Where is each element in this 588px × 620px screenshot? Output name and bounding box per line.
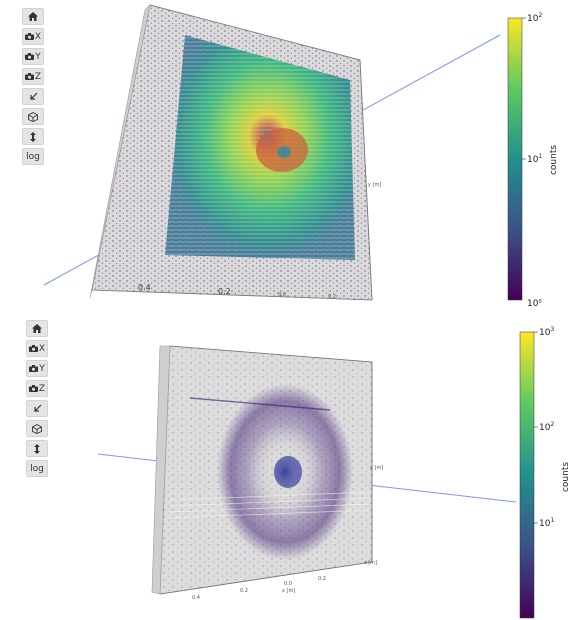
camera-icon xyxy=(24,73,34,80)
camera-y-button[interactable]: Y xyxy=(26,360,48,377)
camera-icon xyxy=(29,365,39,372)
bottom-3d-plot-panel: 0.4 0.2 0.0 0.2 x [m] y [m] z [m] 103 10… xyxy=(0,312,588,620)
colorbar-tick-low: 101 xyxy=(539,517,554,529)
colorbar-tick-max: 103 xyxy=(539,326,554,338)
camera-y-label: Y xyxy=(39,363,45,374)
cube-icon xyxy=(32,423,42,434)
camera-z-button[interactable]: Z xyxy=(22,68,44,85)
camera-icon xyxy=(28,385,38,392)
x-tick-label: 0.2 xyxy=(328,294,336,300)
x-tick-label: 0.2 xyxy=(240,588,248,594)
vertical-arrows-icon xyxy=(30,131,36,142)
colorbar-tick-min: 100 xyxy=(527,299,542,309)
colorbar-tick-mid: 102 xyxy=(539,421,554,433)
vertical-scale-button[interactable] xyxy=(22,128,44,145)
camera-x-label: X xyxy=(38,343,46,354)
ring-center xyxy=(274,456,302,488)
x-tick-label: 0.0 xyxy=(278,292,286,298)
colorbar-label: counts xyxy=(549,145,559,175)
arrow-down-left-icon xyxy=(29,92,37,100)
x-axis-label: x [m] xyxy=(282,588,295,594)
plot-toolbar: X Y Z log xyxy=(22,8,44,165)
home-icon xyxy=(32,324,42,333)
camera-z-label: Z xyxy=(34,71,42,82)
streaks xyxy=(167,491,371,519)
x-tick-label: 0.0 xyxy=(284,581,292,587)
colorbar xyxy=(519,331,535,619)
camera-x-label: X xyxy=(34,31,42,42)
top-3d-plot-panel: 0.4 0.2 0.0 0.2 y [m] 102 101 100 counts… xyxy=(0,0,588,310)
camera-icon xyxy=(25,53,35,60)
log-scale-button[interactable]: log xyxy=(26,460,48,477)
camera-y-label: Y xyxy=(35,51,41,62)
colorbar-tick-mid: 101 xyxy=(527,153,542,165)
side-axis-label: y [m] xyxy=(370,465,383,471)
log-scale-button[interactable]: log xyxy=(22,148,44,165)
home-button[interactable] xyxy=(22,8,44,25)
side-axis-label: y [m] xyxy=(368,182,381,188)
vertical-arrows-icon xyxy=(34,443,40,454)
x-tick-label: 0.2 xyxy=(318,576,326,582)
reset-view-button[interactable] xyxy=(22,88,44,105)
camera-x-button[interactable]: X xyxy=(26,340,48,357)
home-button[interactable] xyxy=(26,320,48,337)
camera-y-button[interactable]: Y xyxy=(22,48,44,65)
z-axis-label: z [m] xyxy=(364,560,377,566)
vertical-scale-button[interactable] xyxy=(26,440,48,457)
colorbar xyxy=(507,17,523,301)
rotate-3d-button[interactable] xyxy=(26,420,48,437)
x-tick-label: 0.2 xyxy=(218,287,231,296)
plot-toolbar: X Y Z log xyxy=(26,320,48,477)
camera-icon xyxy=(28,345,38,352)
rotate-3d-button[interactable] xyxy=(22,108,44,125)
reset-view-button[interactable] xyxy=(26,400,48,417)
colorbar-tick-max: 102 xyxy=(527,12,542,24)
hotspot-center xyxy=(277,146,291,158)
colorbar-label: counts xyxy=(561,462,571,492)
cube-icon xyxy=(28,111,38,122)
arrow-down-left-icon xyxy=(33,404,41,412)
x-tick-label: 0.4 xyxy=(138,283,151,292)
camera-z-label: Z xyxy=(38,383,46,394)
camera-icon xyxy=(24,33,34,40)
camera-x-button[interactable]: X xyxy=(22,28,44,45)
home-icon xyxy=(28,12,38,21)
x-tick-label: 0.4 xyxy=(192,595,200,601)
bottom-3d-plot-canvas[interactable]: 0.4 0.2 0.0 0.2 x [m] y [m] z [m] 103 10… xyxy=(0,312,588,620)
top-3d-plot-canvas[interactable]: 0.4 0.2 0.0 0.2 y [m] 102 101 100 counts xyxy=(0,0,588,310)
camera-z-button[interactable]: Z xyxy=(26,380,48,397)
